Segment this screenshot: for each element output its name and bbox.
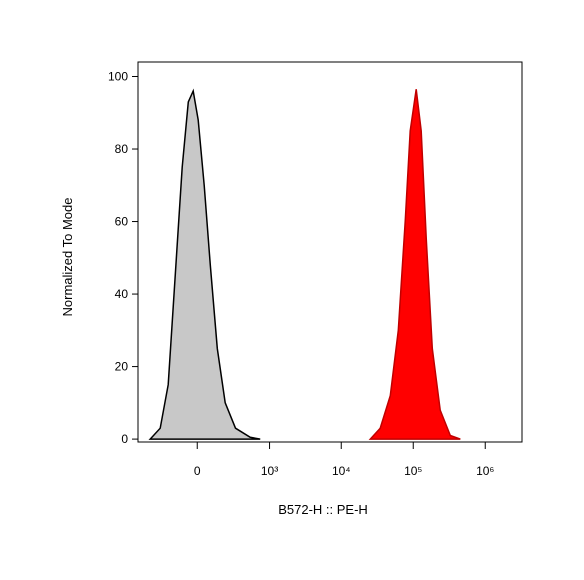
x-tick-label: 0	[194, 464, 201, 478]
y-tick-label: 20	[115, 360, 129, 374]
x-axis-title: B572-H :: PE-H	[278, 502, 368, 517]
histogram-area	[368, 89, 461, 440]
y-axis-title: Normalized To Mode	[60, 198, 75, 317]
x-tick-label: 10⁵	[404, 464, 422, 478]
histogram-area	[148, 88, 261, 440]
y-tick-label: 80	[115, 142, 129, 156]
y-tick-label: 60	[115, 215, 129, 229]
x-tick-label: 10³	[261, 464, 278, 478]
x-tick-label: 10⁶	[476, 464, 494, 478]
x-tick-label: 10⁴	[332, 464, 351, 478]
y-tick-label: 100	[108, 70, 128, 84]
y-tick-label: 0	[121, 432, 128, 446]
plot-frame	[137, 61, 523, 443]
y-tick-label: 40	[115, 287, 129, 301]
